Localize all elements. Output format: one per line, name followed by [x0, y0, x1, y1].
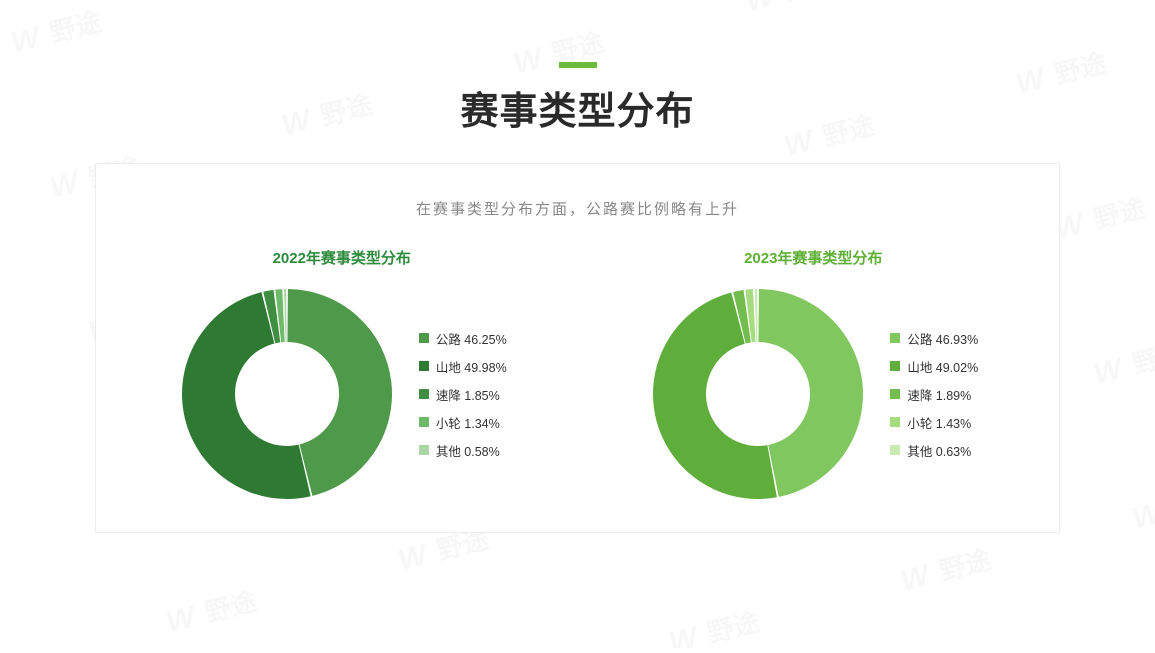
- legend-label: 小轮 1.43%: [907, 413, 971, 432]
- chart-title-2023: 2023年赛事类型分布: [744, 247, 882, 268]
- donut-2022: [177, 284, 397, 504]
- donut-2023: [648, 284, 868, 504]
- chart-title-2022: 2022年赛事类型分布: [273, 247, 411, 268]
- subtitle: 在赛事类型分布方面，公路赛比例略有上升: [96, 198, 1059, 219]
- legend-item: 山地 49.98%: [419, 357, 507, 376]
- legend-item: 其他 0.63%: [890, 441, 978, 460]
- legend-label: 山地 49.98%: [436, 357, 507, 376]
- legend-label: 公路 46.25%: [436, 329, 507, 348]
- legend-item: 其他 0.58%: [419, 441, 507, 460]
- chart-card: 在赛事类型分布方面，公路赛比例略有上升 2022年赛事类型分布 公路 46.25…: [95, 163, 1060, 533]
- legend-item: 速降 1.89%: [890, 385, 978, 404]
- accent-bar: [559, 62, 597, 68]
- chart-block-2022: 2022年赛事类型分布 公路 46.25% 山地 49.98% 速降 1.85% 小轮…: [177, 247, 507, 504]
- legend-label: 速降 1.89%: [907, 385, 971, 404]
- legend-label: 小轮 1.34%: [436, 413, 500, 432]
- legend-swatch: [890, 417, 900, 427]
- legend-item: 山地 49.02%: [890, 357, 978, 376]
- legend-swatch: [890, 333, 900, 343]
- legend-label: 公路 46.93%: [907, 329, 978, 348]
- legend-item: 小轮 1.34%: [419, 413, 507, 432]
- legend-item: 小轮 1.43%: [890, 413, 978, 432]
- legend-swatch: [419, 333, 429, 343]
- donut-slice-其他: [755, 289, 758, 342]
- legend-item: 速降 1.85%: [419, 385, 507, 404]
- charts-row: 2022年赛事类型分布 公路 46.25% 山地 49.98% 速降 1.85% 小轮…: [96, 247, 1059, 504]
- legend-label: 其他 0.63%: [907, 441, 971, 460]
- legend-swatch: [419, 445, 429, 455]
- legend-swatch: [890, 445, 900, 455]
- page-title: 赛事类型分布: [460, 80, 694, 135]
- legend-label: 速降 1.85%: [436, 385, 500, 404]
- legend-swatch: [890, 389, 900, 399]
- legend-label: 山地 49.02%: [907, 357, 978, 376]
- donut-slice-公路: [759, 289, 864, 497]
- legend-swatch: [419, 417, 429, 427]
- legend-item: 公路 46.25%: [419, 329, 507, 348]
- legend-swatch: [419, 361, 429, 371]
- donut-slice-山地: [653, 292, 777, 499]
- legend-2022: 公路 46.25% 山地 49.98% 速降 1.85% 小轮 1.34% 其他 0.5…: [419, 329, 507, 460]
- legend-label: 其他 0.58%: [436, 441, 500, 460]
- chart-block-2023: 2023年赛事类型分布 公路 46.93% 山地 49.02% 速降 1.89% 小轮…: [648, 247, 978, 504]
- legend-item: 公路 46.93%: [890, 329, 978, 348]
- donut-slice-其他: [284, 289, 286, 342]
- legend-swatch: [890, 361, 900, 371]
- legend-2023: 公路 46.93% 山地 49.02% 速降 1.89% 小轮 1.43% 其他 0.6…: [890, 329, 978, 460]
- legend-swatch: [419, 389, 429, 399]
